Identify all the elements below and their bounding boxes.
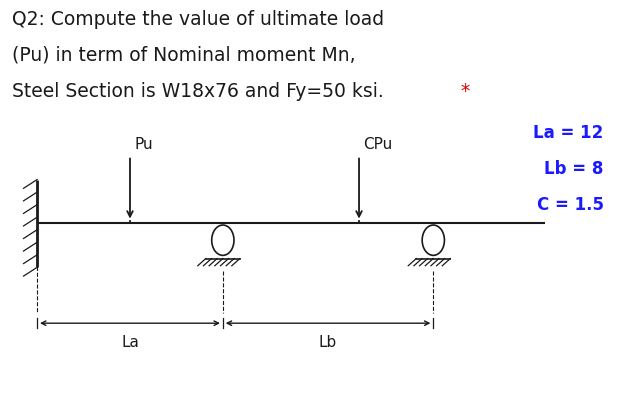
Text: La = 12: La = 12 (534, 124, 604, 142)
Text: C = 1.5: C = 1.5 (537, 196, 604, 213)
Text: La: La (121, 335, 139, 350)
Text: (Pu) in term of Nominal moment Mn,: (Pu) in term of Nominal moment Mn, (12, 46, 356, 65)
Text: Steel Section is W18x76 and Fy=50 ksi.: Steel Section is W18x76 and Fy=50 ksi. (12, 82, 384, 101)
Text: Pu: Pu (135, 136, 154, 152)
Text: Lb: Lb (319, 335, 337, 350)
Text: *: * (455, 82, 470, 101)
Text: Q2: Compute the value of ultimate load: Q2: Compute the value of ultimate load (12, 10, 384, 29)
Text: CPu: CPu (363, 136, 392, 152)
Text: Lb = 8: Lb = 8 (544, 160, 604, 178)
